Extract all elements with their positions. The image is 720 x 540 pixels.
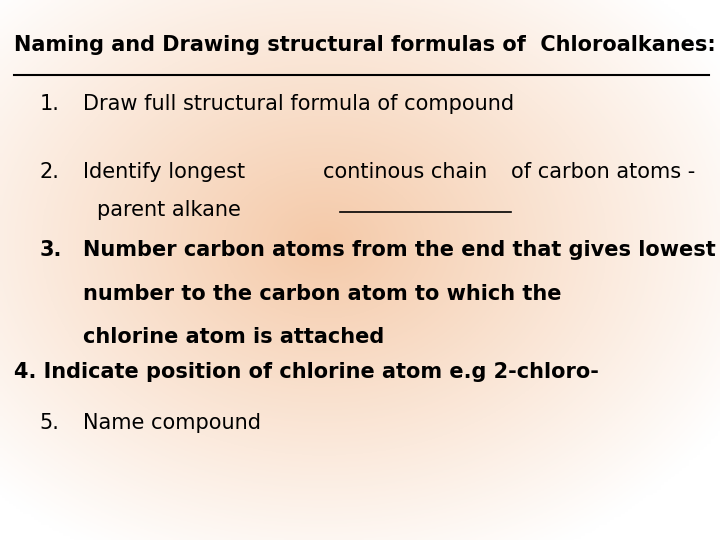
Text: Number carbon atoms from the end that gives lowest: Number carbon atoms from the end that gi… [83,240,716,260]
Text: 3.: 3. [40,240,62,260]
Text: 5.: 5. [40,413,60,433]
Text: chlorine atom is attached: chlorine atom is attached [83,327,384,347]
Text: continous chain: continous chain [323,162,494,182]
Text: 4. Indicate position of chlorine atom e.g 2-chloro-: 4. Indicate position of chlorine atom e.… [14,362,599,382]
Text: of carbon atoms -: of carbon atoms - [511,162,696,182]
Text: Name compound: Name compound [83,413,261,433]
Text: Draw full structural formula of compound: Draw full structural formula of compound [83,94,514,114]
Text: 1.: 1. [40,94,60,114]
Text: Naming and Drawing structural formulas of  Chloroalkanes:: Naming and Drawing structural formulas o… [14,35,716,55]
Text: number to the carbon atom to which the: number to the carbon atom to which the [83,284,562,303]
Text: Identify longest: Identify longest [83,162,251,182]
Text: 2.: 2. [40,162,60,182]
Text: parent alkane: parent alkane [97,200,241,220]
